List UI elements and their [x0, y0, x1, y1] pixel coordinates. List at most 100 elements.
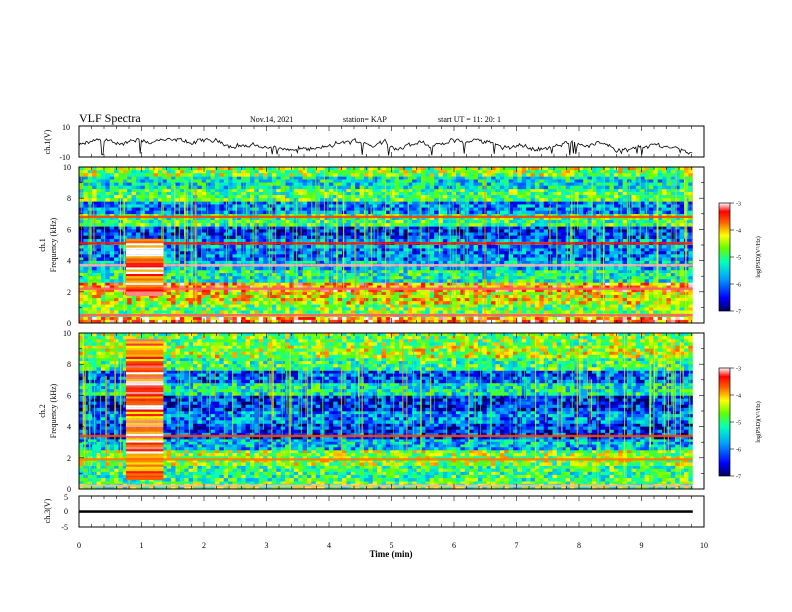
spectrogram-cell [359, 232, 365, 236]
spectrogram-cell [232, 282, 238, 286]
spectrogram-cell [473, 232, 479, 236]
spectrogram-cell [548, 310, 553, 314]
spectrogram-cell [271, 273, 277, 277]
spectrogram-cell [574, 273, 580, 277]
spectrogram-cell [175, 273, 181, 277]
spectrogram-cell [184, 285, 189, 289]
spectrogram-cell [324, 273, 330, 277]
spectrogram-cell [122, 288, 128, 293]
spectrogram-cell [412, 282, 417, 286]
spectrogram-cell [368, 260, 374, 265]
spectrogram-cell [359, 304, 365, 308]
spectrogram-cell [179, 269, 185, 274]
spectrogram-cell [434, 285, 439, 289]
spectrogram-cell [342, 269, 347, 274]
spectrogram-cell [407, 304, 413, 308]
spectrogram-cell [543, 301, 549, 305]
spectrogram-cell [114, 248, 119, 252]
spectrogram-cell [228, 285, 233, 289]
spectrogram-cell [315, 301, 321, 305]
spectrogram-cell [337, 307, 343, 311]
spectrogram-cell [162, 213, 168, 218]
spectrogram-cell [385, 285, 391, 289]
spectrogram-cell [605, 220, 610, 224]
spectrogram-cell [197, 266, 203, 271]
spectrogram-cell [491, 235, 496, 240]
spectrogram-cell [197, 260, 203, 265]
spectrogram-cell [679, 238, 685, 243]
spectrogram-cell [157, 294, 163, 299]
spectrogram-cell [513, 301, 518, 305]
spectrogram-cell [429, 248, 435, 252]
spectrogram-cell [219, 288, 225, 293]
spectrogram-cell [350, 319, 356, 324]
spectrogram-cell [556, 260, 562, 265]
spectrogram-cell [442, 273, 448, 277]
spectrogram-cell [293, 316, 299, 321]
spectrogram-cell [491, 269, 496, 274]
spectrogram-cell [175, 220, 181, 224]
spectrogram-cell [337, 310, 343, 314]
spectrogram-cell [285, 273, 290, 277]
spectrogram-cell [666, 307, 672, 311]
spectrogram-cell [495, 319, 501, 324]
spectrogram-cell [679, 279, 685, 283]
spectrogram-cell [491, 294, 496, 299]
spectrogram-cell [578, 298, 584, 302]
spectrogram-cell [666, 282, 672, 286]
spectrogram-cell [385, 269, 391, 274]
spectrogram-cell [175, 232, 181, 236]
spectrogram-cell [670, 298, 676, 302]
spectrogram-cell [613, 276, 619, 280]
spectrogram-cell [122, 226, 128, 230]
spectrogram-cell [670, 316, 676, 321]
spectrogram-cell [640, 257, 645, 261]
spectrogram-cell [127, 301, 132, 305]
spectrogram-cell [635, 254, 641, 258]
spectrogram-cell [679, 298, 685, 302]
spectrogram-cell [179, 307, 185, 311]
spectrogram-cell [188, 316, 194, 321]
spectrogram-cell [162, 248, 168, 252]
spectrogram-cell [407, 319, 413, 324]
spectrogram-cell [508, 220, 514, 224]
spectrogram-cell [114, 220, 119, 224]
spectrogram-cell [109, 301, 115, 305]
spectrogram-cell [618, 307, 623, 311]
spectrogram-cell [469, 266, 474, 271]
spectrogram-cell [258, 254, 264, 258]
spectrogram-cell [197, 319, 203, 324]
spectrogram-cell [666, 232, 672, 236]
spectrogram-cell [403, 213, 409, 218]
spectrogram-cell [92, 282, 97, 286]
spectrogram-cell [149, 310, 154, 314]
spectrogram-cell [473, 285, 479, 289]
spectrogram-cell [109, 269, 115, 274]
spectrogram-cell [320, 251, 325, 255]
spectrogram-cell [513, 294, 518, 299]
spectrogram-cell [447, 288, 453, 293]
spectrogram-cell [420, 257, 426, 261]
spectrogram-cell [372, 266, 378, 271]
spectrogram-cell [122, 316, 128, 321]
spectrogram-cell [210, 298, 216, 302]
spectrogram-cell [83, 216, 89, 221]
spectrogram-cell [403, 229, 409, 233]
spectrogram-cell [350, 266, 356, 271]
spectrogram-cell [109, 288, 115, 293]
spectrogram-cell [447, 319, 453, 324]
spectrogram-cell [534, 319, 540, 324]
spectrogram-cell [666, 269, 672, 274]
spectrogram-cell [118, 304, 124, 308]
spectrogram-cell [605, 269, 610, 274]
spectrogram-cell [491, 266, 496, 271]
spectrogram-cell [83, 251, 89, 255]
spectrogram-cell [534, 245, 540, 249]
spectrogram-cell [486, 285, 492, 289]
spectrogram-cell [324, 288, 330, 293]
spectrogram-cell [635, 266, 641, 271]
spectrogram-cell [236, 248, 242, 252]
spectrogram-cell [342, 273, 347, 277]
spectrogram-cell [385, 232, 391, 236]
spectrogram-cell [355, 304, 360, 308]
